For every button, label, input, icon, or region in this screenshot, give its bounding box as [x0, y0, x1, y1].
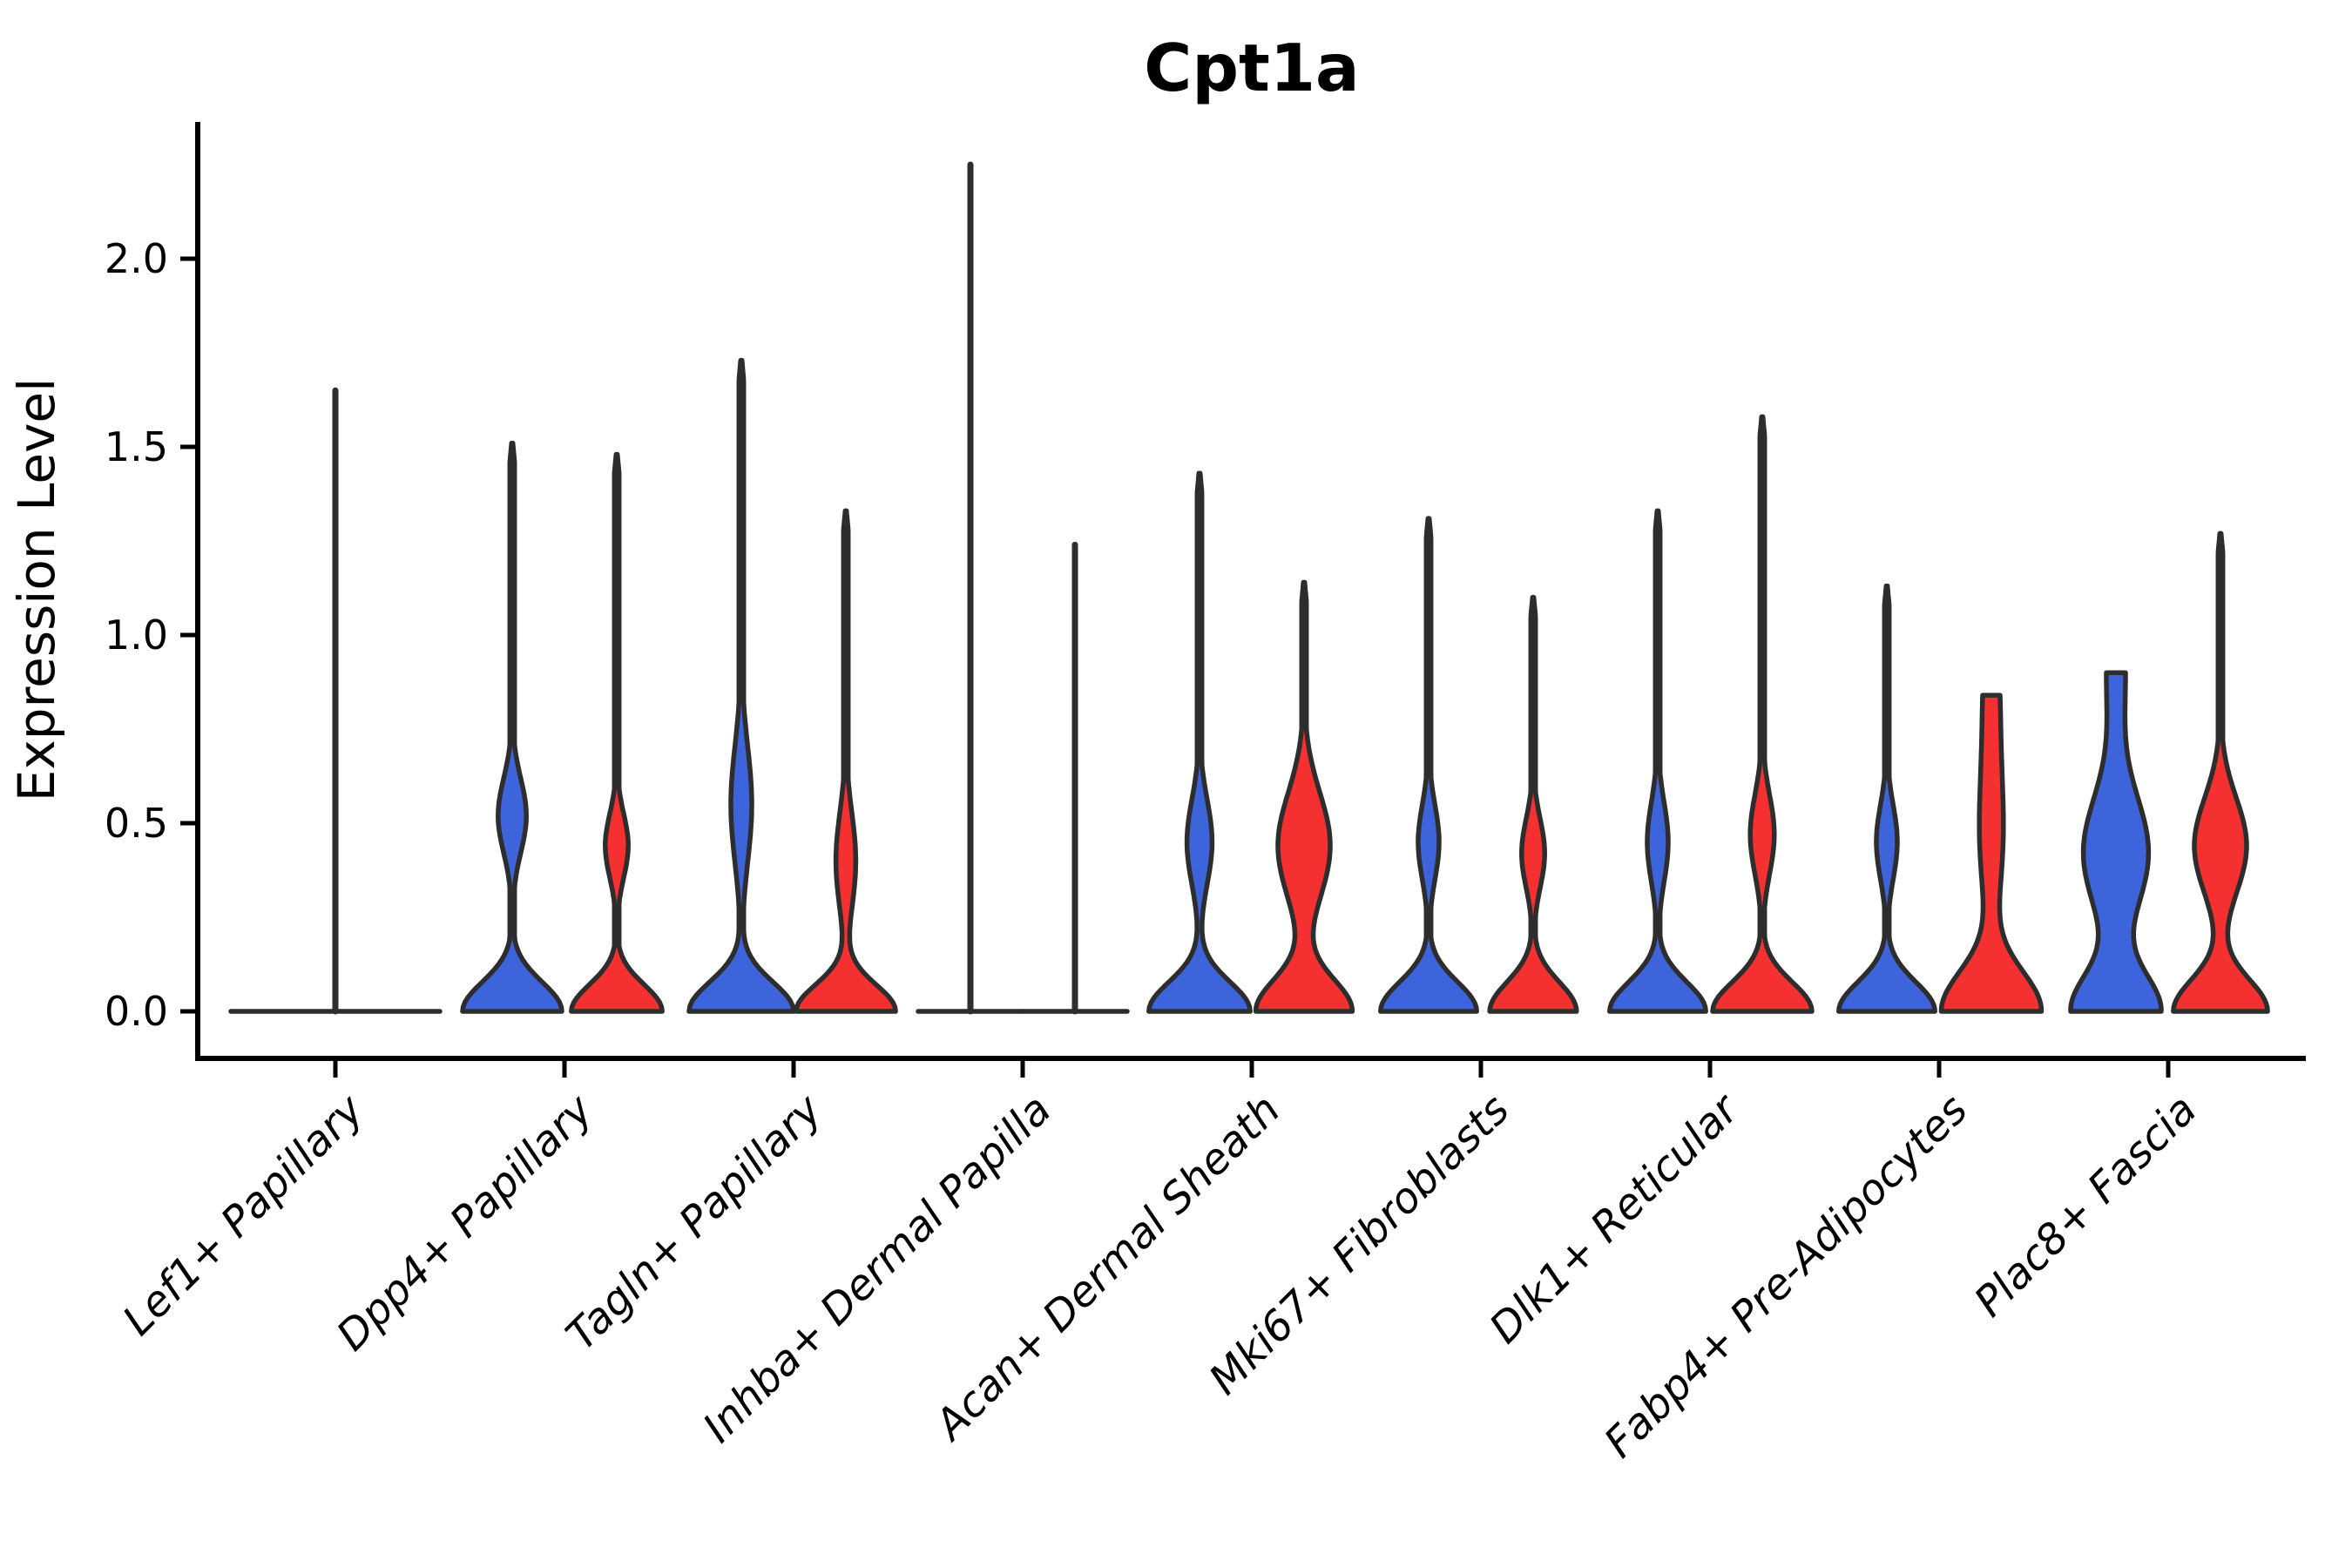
violin-dpp4-papillary-blue — [460, 440, 564, 1014]
y-tick-label-0: 0.0 — [105, 988, 168, 1035]
y-tick-label-4: 2.0 — [105, 235, 168, 282]
y-axis-label: Expression Level — [7, 378, 66, 801]
violin-tagln-papillary-red — [794, 508, 898, 1014]
violin-acan-dermal-sheath-red — [1253, 579, 1355, 1014]
x-tick-label-dlk1-reticular: Dlk1+ Reticular — [1480, 1084, 1750, 1354]
violin-plac8-fascia-red — [2171, 531, 2270, 1014]
x-tick-label-dpp4-papillary: Dpp4+ Papillary — [328, 1085, 603, 1360]
y-tick-label-1: 0.5 — [105, 800, 168, 847]
y-tick-label-3: 1.5 — [105, 423, 168, 470]
x-tick-label-tagln-papillary: Tagln+ Papillary — [557, 1085, 832, 1360]
x-tick-label-lef1-papillary: Lef1+ Papillary — [113, 1085, 374, 1345]
violin-dlk1-reticular-blue — [1607, 508, 1708, 1014]
violin-acan-dermal-sheath-blue — [1146, 470, 1253, 1014]
violin-mki67-fibroblasts-blue — [1378, 516, 1479, 1014]
violin-dlk1-reticular-red — [1710, 414, 1815, 1014]
y-tick-label-2: 1.0 — [105, 612, 168, 659]
violin-mki67-fibroblasts-red — [1487, 595, 1579, 1014]
x-tick-label-fabp4-pre-adipocytes: Fabp4+ Pre-Adipocytes — [1595, 1085, 1977, 1468]
axes-layer — [180, 122, 2306, 1078]
violins-layer — [228, 161, 2270, 1015]
violin-fabp4-pre-adipocytes-blue — [1836, 584, 1937, 1014]
violin-plac8-fascia-blue — [2068, 670, 2164, 1014]
violin-tagln-papillary-blue — [686, 357, 796, 1014]
violin-dpp4-papillary-red — [569, 451, 665, 1014]
x-tick-label-plac8-fascia: Plac8+ Fascia — [1965, 1085, 2207, 1327]
chart-title: Cpt1a — [1144, 30, 1359, 106]
violin-fabp4-pre-adipocytes-red — [1938, 693, 2044, 1014]
